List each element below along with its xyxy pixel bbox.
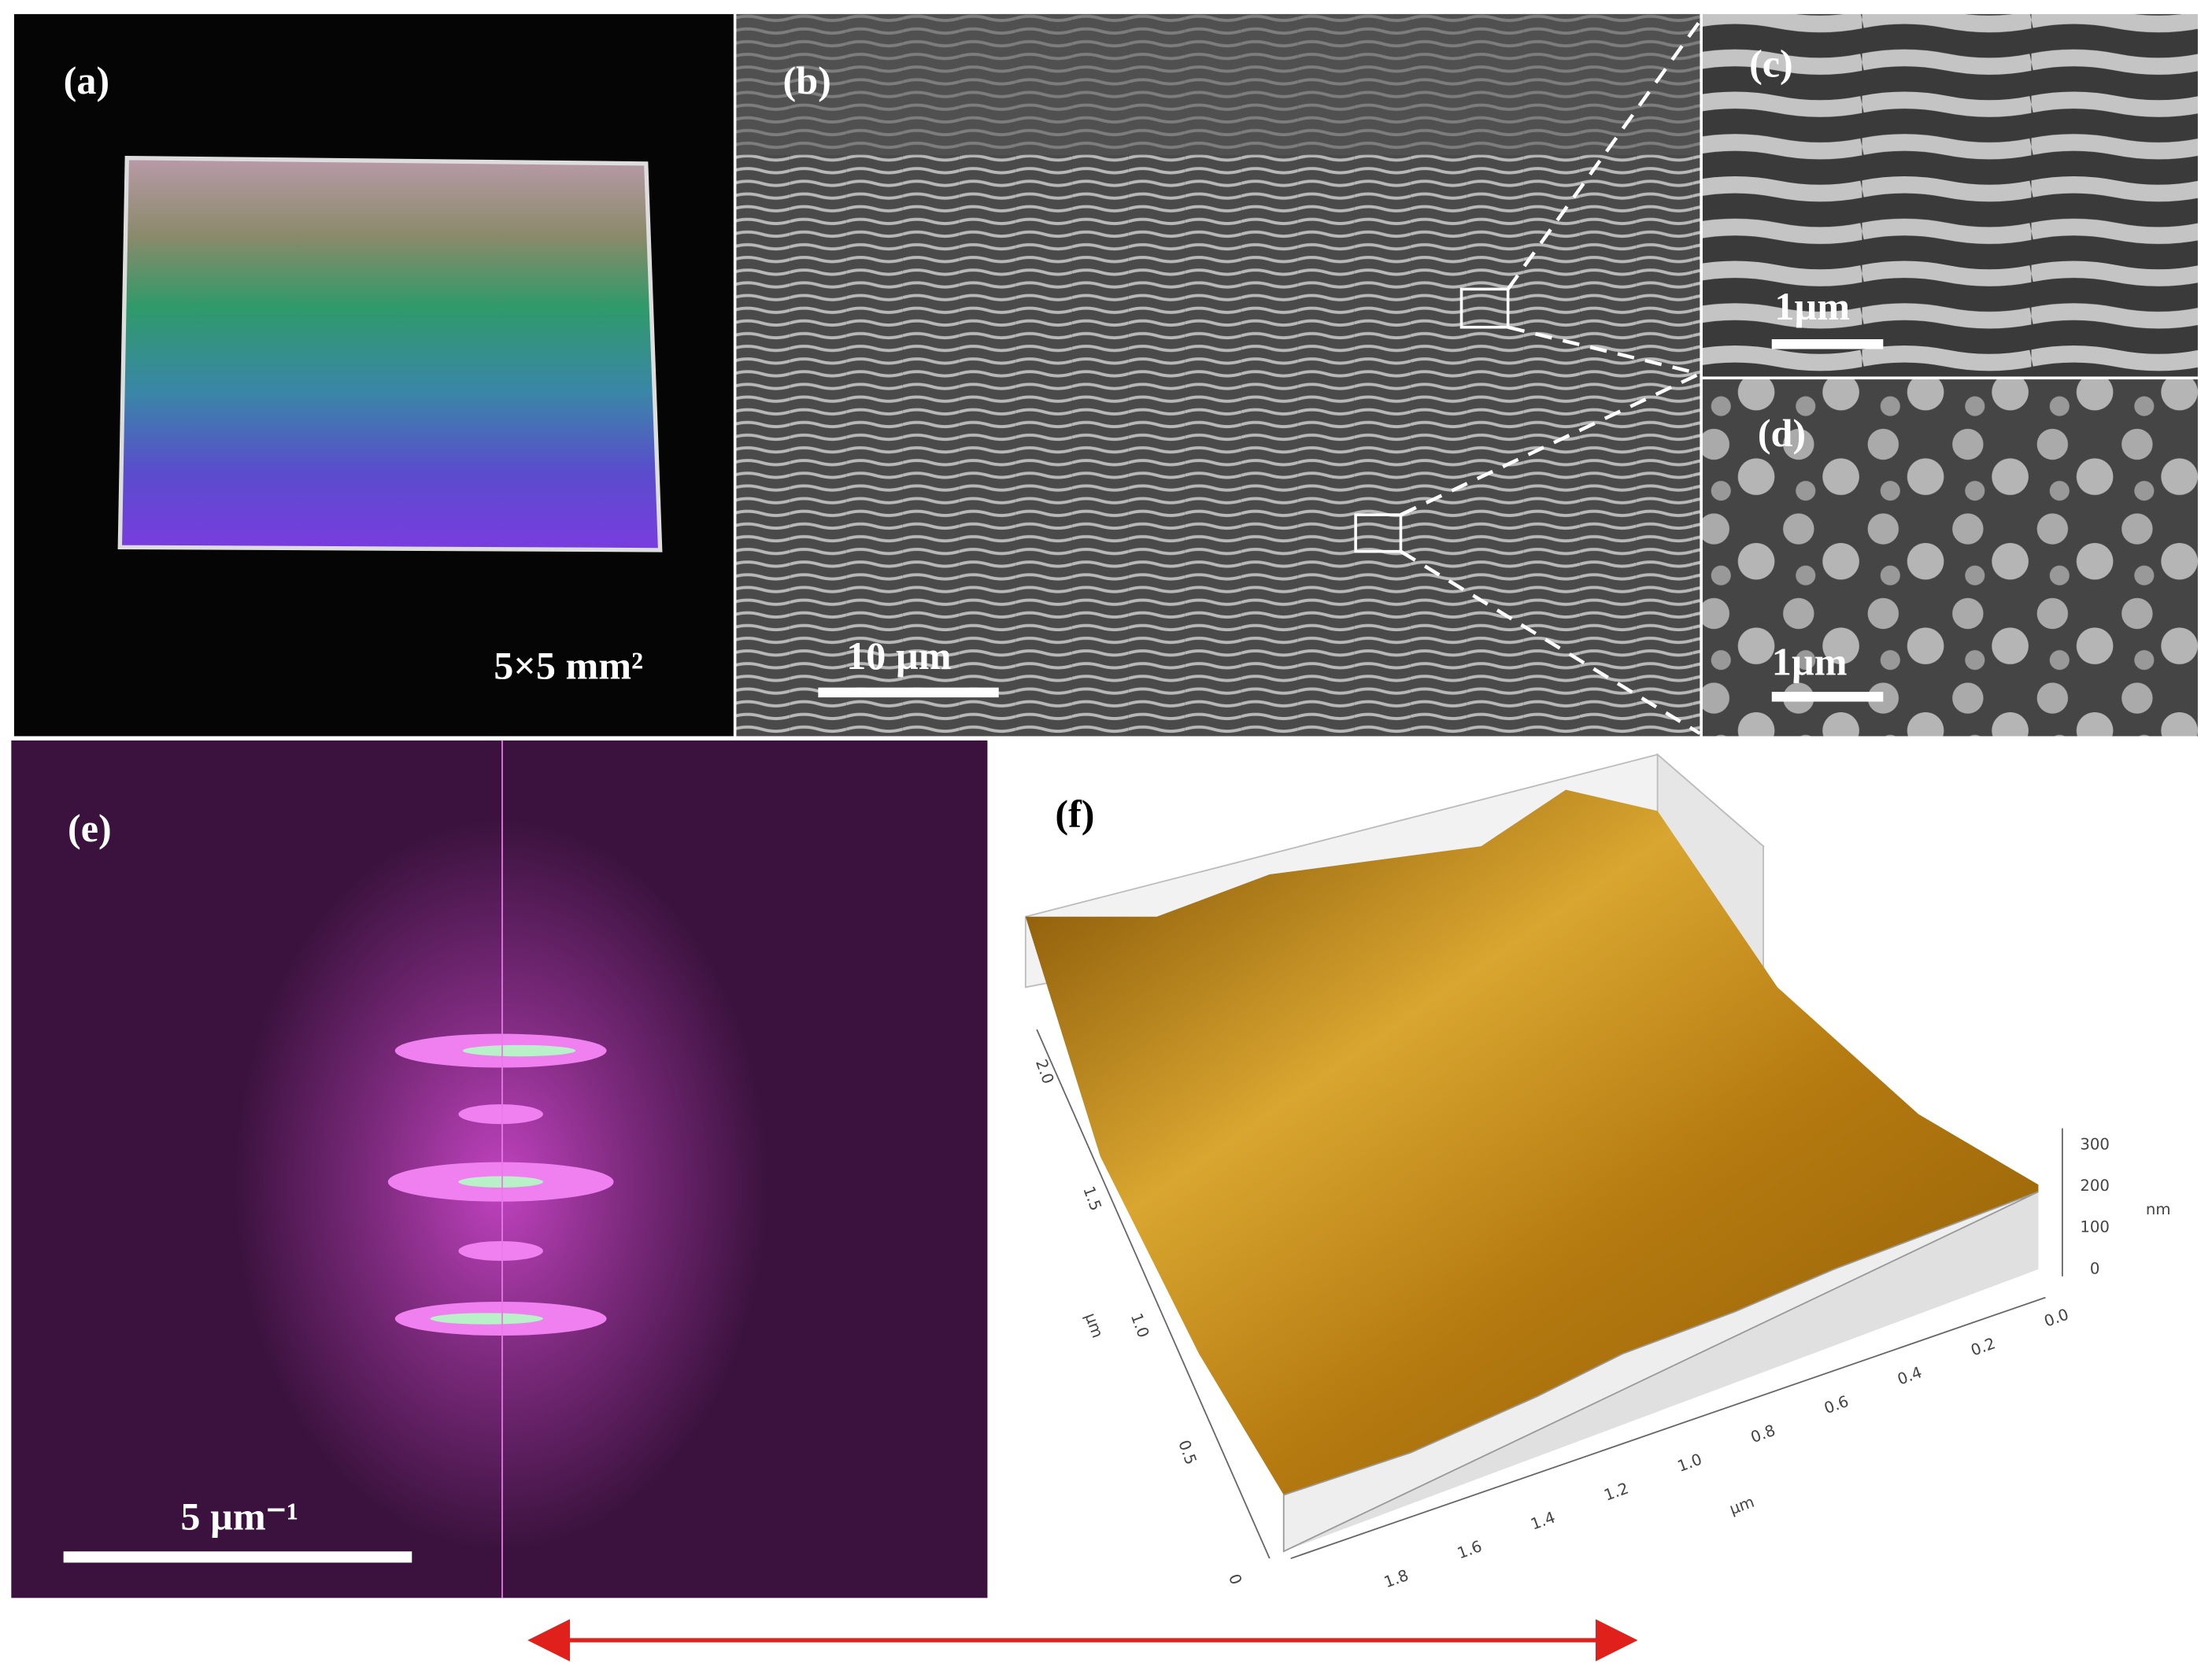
x-tick-label: 0.4 [1895,1363,1924,1388]
panel-label: (e) [68,806,112,850]
z-tick-label: 0 [2090,1259,2100,1277]
zoom-box [1459,287,1510,329]
sem-shade [736,13,1700,156]
x-tick-label: 1.4 [1528,1508,1557,1533]
scale-text: 10 µm [846,634,951,678]
z-tick-label: 100 [2080,1218,2110,1236]
x-tick-label: 0.6 [1822,1392,1851,1417]
y-tick-label: 0 [1225,1572,1245,1587]
y-tick-label: 0.5 [1174,1438,1200,1467]
figure-body: (a) 5×5 mm² (b) 10 µm (c) 1µm (d) 1µm [11,13,2198,1661]
zoom-box [1354,513,1403,553]
x-tick-label: 0.0 [2042,1305,2071,1330]
y-axis-unit: µm [1082,1310,1107,1340]
panel-d [1702,379,2198,737]
afm-surface [1025,789,2039,1495]
x-axis-unit: µm [1727,1493,1757,1518]
zoom-lines [1400,20,1702,735]
z-tick-label: 300 [2080,1136,2110,1154]
panel-label: (b) [783,58,831,102]
x-tick-label: 1.2 [1602,1479,1631,1504]
y-tick-label: 1.0 [1127,1310,1152,1340]
x-tick-label: 1.8 [1382,1566,1411,1591]
scale-text: 5×5 mm² [494,644,643,688]
panel-label: (a) [64,58,109,102]
panel-label: (f) [1055,792,1094,836]
afm-x-axis [1290,1296,2046,1560]
x-tick-label: 1.6 [1455,1537,1484,1562]
panel-c [1702,13,2198,377]
x-tick-label: 0.2 [1969,1334,1998,1359]
scale-text: 5 µm⁻¹ [180,1494,298,1538]
scale-text: 1µm [1774,284,1850,328]
x-tick-label: 1.0 [1675,1450,1704,1476]
scale-text: 1µm [1772,639,1848,683]
afm-front-face [1282,1191,2039,1553]
sample-photo [117,155,663,552]
panel-label: (c) [1749,42,1793,86]
z-axis-unit: nm [2146,1200,2171,1218]
fft-peaks [430,1044,576,1325]
z-tick-label: 200 [2080,1177,2110,1195]
y-tick-label: 2.0 [1032,1057,1057,1086]
panel-label: (d) [1758,411,1806,455]
x-tick-label: 0.8 [1748,1421,1777,1447]
afm-y-axis [1036,1029,1271,1559]
y-tick-label: 1.5 [1079,1184,1104,1213]
